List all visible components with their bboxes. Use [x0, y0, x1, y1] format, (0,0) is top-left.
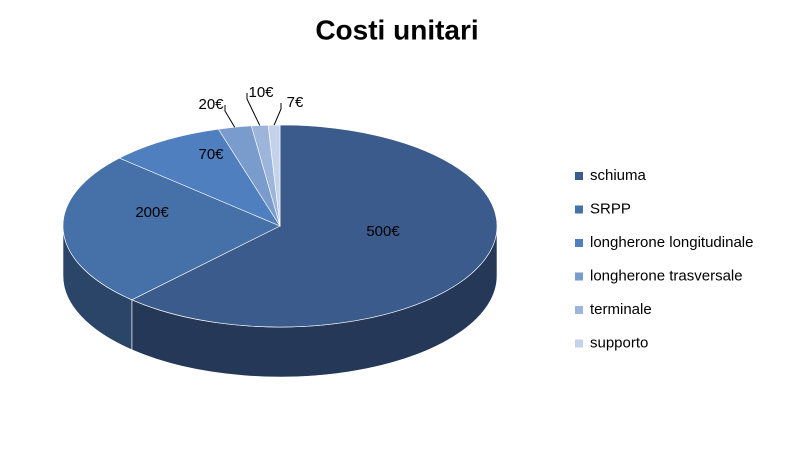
data-label: 20€ — [198, 96, 224, 113]
data-label: 200€ — [135, 204, 169, 221]
data-label: 70€ — [198, 146, 224, 163]
chart-title: Costi unitari — [315, 14, 478, 45]
pie-slice — [118, 128, 281, 227]
pie-slice — [62, 157, 281, 301]
leader-line — [224, 105, 236, 128]
pie-slice — [131, 124, 498, 328]
pie-slice — [267, 124, 281, 227]
legend-label: supporto — [590, 334, 648, 351]
data-label: 500€ — [366, 223, 400, 240]
legend-label: schiuma — [590, 167, 647, 184]
data-label: 7€ — [287, 94, 304, 111]
legend-label: longherone longitudinale — [590, 234, 753, 251]
legend-label: SRPP — [590, 200, 631, 217]
data-label: 10€ — [248, 84, 274, 101]
legend-swatch — [575, 239, 583, 247]
legend-swatch — [575, 339, 583, 348]
leader-line — [273, 103, 282, 126]
legend-swatch — [575, 172, 583, 180]
legend-label: terminale — [590, 301, 652, 318]
legend-label: longherone trasversale — [590, 267, 743, 284]
legend-swatch — [575, 306, 583, 314]
legend-swatch — [575, 272, 583, 281]
legend-swatch — [575, 205, 583, 214]
leader-line — [246, 93, 261, 126]
